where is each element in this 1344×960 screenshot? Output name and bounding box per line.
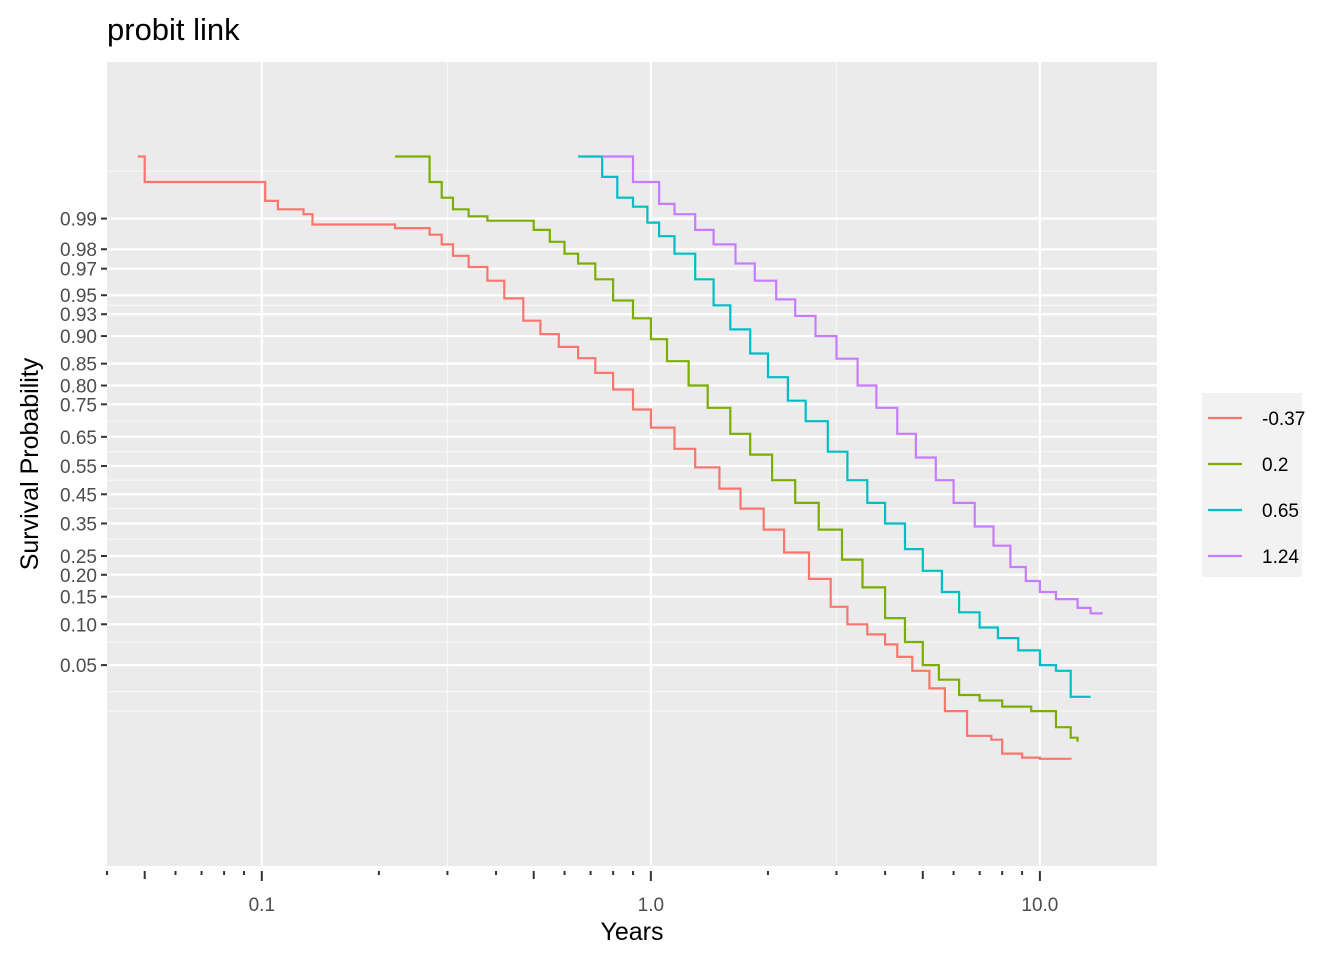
series-line [578,155,1091,698]
y-tick-label: 0.75 [60,395,97,416]
x-tick-label: 1.0 [638,895,664,916]
y-tick-label: 0.99 [60,210,97,231]
y-tick-label: 0.93 [60,305,97,326]
x-tick-label: 10.0 [1021,895,1058,916]
legend-label: 1.24 [1262,547,1299,568]
y-tick-label: 0.20 [60,566,97,587]
series-lines [137,155,1103,760]
series-line [137,155,1072,760]
x-axis-title: Years [600,918,663,946]
legend-label: 0.2 [1262,455,1288,476]
x-axis-ticks: 0.1 1.0 10.0 [106,871,1058,916]
grid-major [107,62,1157,866]
y-tick-label: 0.98 [60,240,97,261]
y-tick-label: 0.10 [60,615,97,636]
x-tick-label: 0.1 [249,895,275,916]
y-tick-label: 0.95 [60,286,97,307]
y-tick-label: 0.90 [60,327,97,348]
y-tick-label: 0.85 [60,355,97,376]
legend-label: 0.65 [1262,501,1299,522]
y-tick-label: 0.35 [60,514,97,535]
y-axis-ticks: 0.99 0.980.97 0.950.930.90 0.850.800.75 0.65… [60,210,107,677]
y-tick-label: 0.15 [60,588,97,609]
legend-label: -0.37 [1262,409,1305,430]
y-axis-title: Survival Probability [16,357,44,570]
series-line [602,155,1103,615]
plot-panel [107,62,1157,866]
legend-background [1202,393,1302,577]
y-tick-label: 0.05 [60,656,97,677]
legend: -0.37 0.2 0.65 1.24 [1202,393,1305,577]
y-tick-label: 0.65 [60,428,97,449]
y-tick-label: 0.45 [60,485,97,506]
chart-title: probit link [107,12,240,47]
y-tick-label: 0.55 [60,457,97,478]
y-tick-label: 0.97 [60,260,97,281]
series-line [395,155,1079,742]
y-tick-label: 0.80 [60,377,97,398]
y-tick-label: 0.25 [60,547,97,568]
